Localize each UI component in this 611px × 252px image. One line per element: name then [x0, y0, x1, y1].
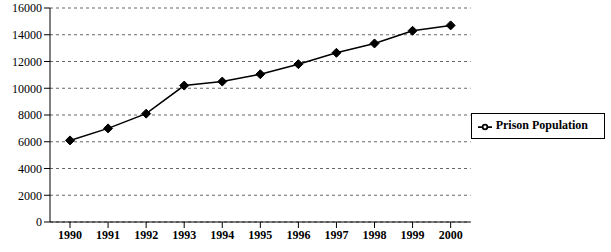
svg-text:4000: 4000: [18, 162, 42, 176]
svg-text:16000: 16000: [12, 1, 42, 15]
svg-text:1997: 1997: [324, 228, 348, 242]
svg-text:2000: 2000: [439, 228, 463, 242]
svg-text:1990: 1990: [58, 228, 82, 242]
svg-text:1998: 1998: [363, 228, 387, 242]
svg-text:1996: 1996: [286, 228, 310, 242]
svg-text:1993: 1993: [172, 228, 196, 242]
svg-text:8000: 8000: [18, 108, 42, 122]
svg-text:2000: 2000: [18, 189, 42, 203]
svg-text:10000: 10000: [12, 82, 42, 96]
svg-text:1991: 1991: [96, 228, 120, 242]
svg-text:1999: 1999: [401, 228, 425, 242]
svg-text:12000: 12000: [12, 55, 42, 69]
svg-text:1994: 1994: [210, 228, 234, 242]
html-text:Prison Population: Prison Population: [495, 118, 588, 133]
svg-text:1995: 1995: [248, 228, 272, 242]
svg-text:1992: 1992: [134, 228, 158, 242]
svg-text:14000: 14000: [12, 28, 42, 42]
svg-text:0: 0: [36, 215, 42, 229]
svg-text:6000: 6000: [18, 135, 42, 149]
